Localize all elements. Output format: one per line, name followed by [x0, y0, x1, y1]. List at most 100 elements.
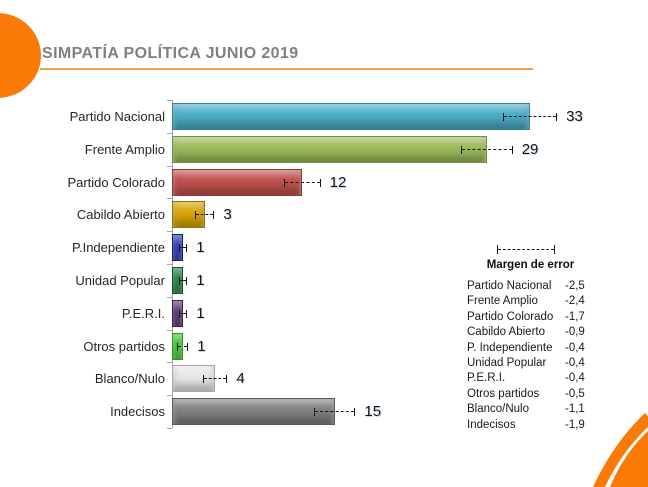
error-legend: Margen de error Partido Nacional -2,5 Fren…	[463, 245, 598, 434]
error-bar	[178, 244, 188, 253]
error-bar	[194, 211, 215, 220]
error-bar-dash	[284, 181, 320, 183]
error-bar-left-cap	[203, 375, 205, 384]
swoosh-corner-band	[610, 431, 648, 487]
y-axis	[172, 100, 173, 428]
page-title: SIMPATÍA POLÍTICA JUNIO 2019	[42, 45, 299, 62]
error-legend-value: -0,9	[565, 326, 585, 339]
error-bar-left-cap	[497, 245, 498, 254]
error-legend-title: Margen de error	[486, 259, 575, 271]
axis-tick	[167, 428, 172, 429]
value-label: 29	[521, 140, 539, 158]
error-legend-label: Otros partidos	[467, 387, 540, 400]
error-legend-value: -1,9	[565, 418, 585, 431]
error-bar-dash	[461, 148, 512, 150]
error-bar-right-cap	[186, 244, 188, 253]
axis-tick	[167, 100, 172, 101]
bar	[172, 398, 335, 426]
error-bar-right-cap	[511, 145, 513, 154]
error-bar-right-cap	[187, 342, 189, 351]
error-legend-label: Partido Nacional	[467, 280, 552, 292]
error-bar-left-cap	[314, 408, 316, 417]
error-bar-dash	[179, 280, 187, 281]
value-label: 3	[223, 206, 232, 224]
value-label: 1	[197, 337, 206, 355]
error-legend-value: -0,4	[565, 372, 585, 385]
error-legend-rows: Partido Nacional -2,5 Frente Amplio -2,4 Par…	[463, 280, 598, 434]
error-bar	[178, 309, 188, 318]
value-label: 12	[329, 173, 347, 191]
error-bar-left-cap	[178, 277, 180, 285]
error-legend-row: Otros partidos -0,5	[463, 388, 598, 403]
bar	[172, 103, 531, 130]
error-legend-label: Partido Colorado	[467, 310, 554, 323]
error-bar-legend-symbol	[497, 245, 555, 254]
error-bar-dash	[315, 411, 355, 413]
error-bar-right-cap	[354, 408, 356, 417]
error-bar	[502, 113, 558, 121]
error-legend-row: Frente Amplio -2,4	[463, 295, 598, 310]
error-bar-right-cap	[226, 375, 228, 384]
error-bar-left-cap	[178, 309, 180, 318]
error-bar	[203, 375, 228, 384]
error-legend-label: Indecisos	[467, 418, 516, 431]
error-legend-value: -1,1	[565, 403, 585, 416]
error-bar-right-cap	[319, 178, 321, 187]
error-bar-left-cap	[178, 244, 180, 253]
error-bar	[283, 178, 321, 187]
axis-tick	[167, 329, 172, 331]
error-legend-row: Partido Nacional -2,5	[463, 280, 598, 295]
value-label: 4	[236, 370, 245, 388]
value-label: 1	[196, 239, 205, 257]
error-bar-dash	[195, 214, 214, 216]
category-label: Unidad Popular	[75, 273, 165, 288]
error-bar-right-cap	[186, 309, 188, 318]
category-label: Partido Colorado	[67, 174, 165, 190]
value-label: 1	[196, 272, 205, 289]
error-legend-value: -0,5	[565, 387, 585, 400]
error-bar-dash	[178, 345, 188, 347]
error-bar-right-cap	[213, 211, 215, 220]
axis-tick	[167, 231, 172, 233]
swoosh-decoration	[593, 413, 648, 487]
error-legend-value: -2,5	[565, 280, 585, 292]
value-label: 33	[566, 108, 583, 125]
error-legend-label: Frente Amplio	[467, 295, 538, 308]
title-underline	[40, 68, 533, 70]
category-label: Frente Amplio	[84, 141, 165, 157]
error-bar-left-cap	[283, 178, 285, 187]
category-label: Blanco/Nulo	[94, 371, 165, 387]
error-bar-dash	[204, 378, 227, 380]
error-bar-dash	[179, 247, 187, 249]
bar	[172, 135, 487, 163]
axis-tick	[167, 132, 172, 134]
error-legend-value: -0,4	[565, 341, 585, 354]
error-bar-left-cap	[177, 342, 179, 351]
axis-tick	[167, 395, 172, 397]
error-bar	[178, 277, 188, 285]
axis-tick	[167, 165, 172, 167]
error-legend-label: Blanco/Nulo	[467, 403, 530, 416]
value-label: 15	[364, 403, 382, 421]
error-legend-row: P.E.R.I. -0,4	[463, 372, 598, 387]
axis-tick	[167, 296, 172, 298]
error-legend-row: Indecisos -1,9	[463, 419, 598, 434]
error-bar	[314, 408, 356, 417]
error-bar-left-cap	[194, 211, 196, 220]
error-bar-right-cap	[556, 113, 558, 121]
error-legend-row: Partido Colorado -1,7	[463, 311, 598, 326]
error-legend-row: Cabildo Abierto -0,9	[463, 326, 598, 341]
error-legend-label: Unidad Popular	[467, 356, 547, 369]
error-legend-label: P. Independiente	[467, 341, 553, 354]
category-label: Cabildo Abierto	[76, 207, 165, 223]
error-bar-dash	[503, 116, 557, 117]
error-bar	[177, 342, 189, 351]
error-legend-row: P. Independiente -0,4	[463, 342, 598, 357]
error-legend-row: Unidad Popular -0,4	[463, 357, 598, 372]
error-bar-left-cap	[502, 113, 504, 121]
axis-tick	[167, 264, 172, 265]
error-bar-right-cap	[186, 277, 188, 285]
category-label: Otros partidos	[83, 338, 165, 354]
